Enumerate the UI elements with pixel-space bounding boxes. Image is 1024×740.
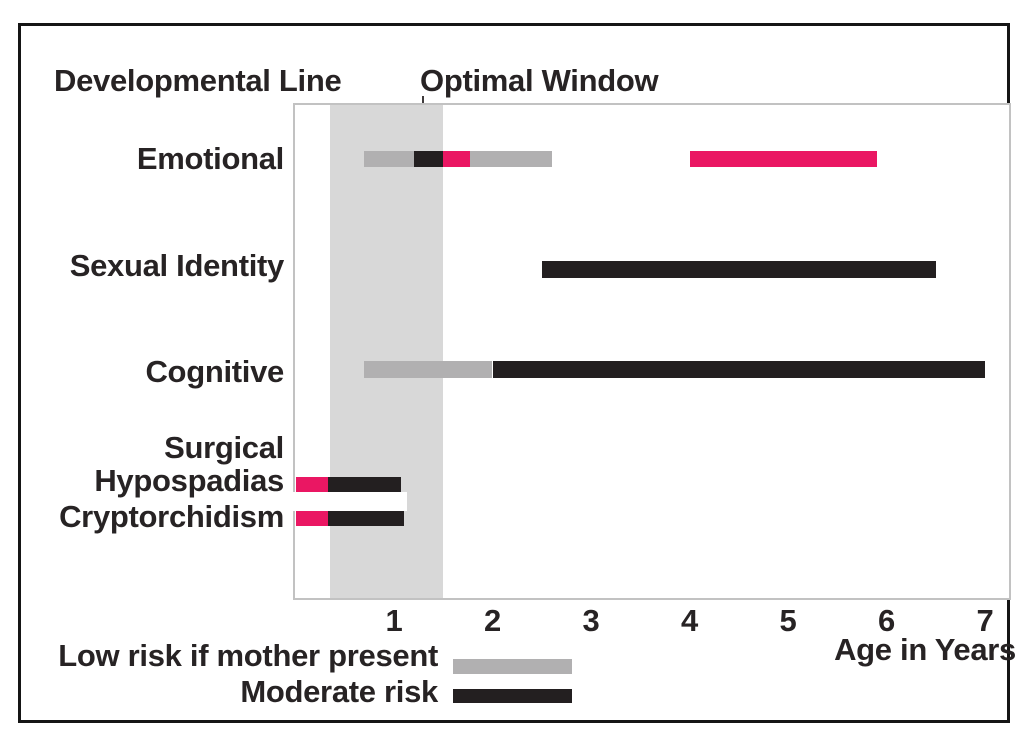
- category-label-emotional: Emotional: [136, 141, 284, 176]
- bar-segment-low: [364, 361, 493, 378]
- chart-title-developmental-line: Developmental Line: [54, 63, 342, 98]
- surgical-rows-separator: [291, 492, 407, 511]
- bar-segment-moderate: [413, 151, 444, 167]
- x-tick-label-7: 7: [976, 603, 994, 638]
- category-label-sexual-identity: Sexual Identity: [69, 248, 285, 283]
- legend-swatch-low-risk: [453, 659, 572, 674]
- x-tick-label-6: 6: [878, 603, 895, 638]
- category-label-cognitive: Cognitive: [145, 354, 284, 389]
- bar-segment-accent: [295, 511, 328, 526]
- x-tick-label-1: 1: [385, 603, 403, 638]
- x-tick-label-4: 4: [681, 603, 698, 638]
- bar-segment-accent: [443, 151, 470, 167]
- legend-swatch-moderate-risk: [453, 689, 572, 703]
- category-label-hypospadias: Hypospadias: [94, 463, 284, 498]
- bar-segment-accent: [295, 477, 328, 492]
- bar-segment-low: [364, 151, 414, 167]
- legend-label-low-risk: Low risk if mother present: [58, 638, 438, 673]
- bar-segment-low: [469, 151, 552, 167]
- bar-segment-moderate: [492, 361, 985, 378]
- x-tick-label-5: 5: [779, 603, 797, 638]
- x-tick-label-3: 3: [582, 603, 600, 638]
- category-label-cryptorchidism: Cryptorchidism: [59, 499, 284, 534]
- bar-segment-accent: [689, 151, 877, 167]
- chart-frame: Developmental Line Optimal Window Emotio…: [18, 23, 1016, 723]
- legend-label-moderate-risk: Moderate risk: [240, 674, 438, 709]
- x-tick-label-2: 2: [484, 603, 501, 638]
- bar-segment-moderate: [541, 261, 936, 278]
- optimal-window-label: Optimal Window: [420, 63, 659, 98]
- category-label-surgical: Surgical: [164, 430, 284, 465]
- bar-segment-moderate: [328, 477, 401, 492]
- bar-segment-moderate: [328, 511, 404, 526]
- x-axis-title: Age in Years: [834, 632, 1016, 667]
- plot-area: [291, 103, 1011, 600]
